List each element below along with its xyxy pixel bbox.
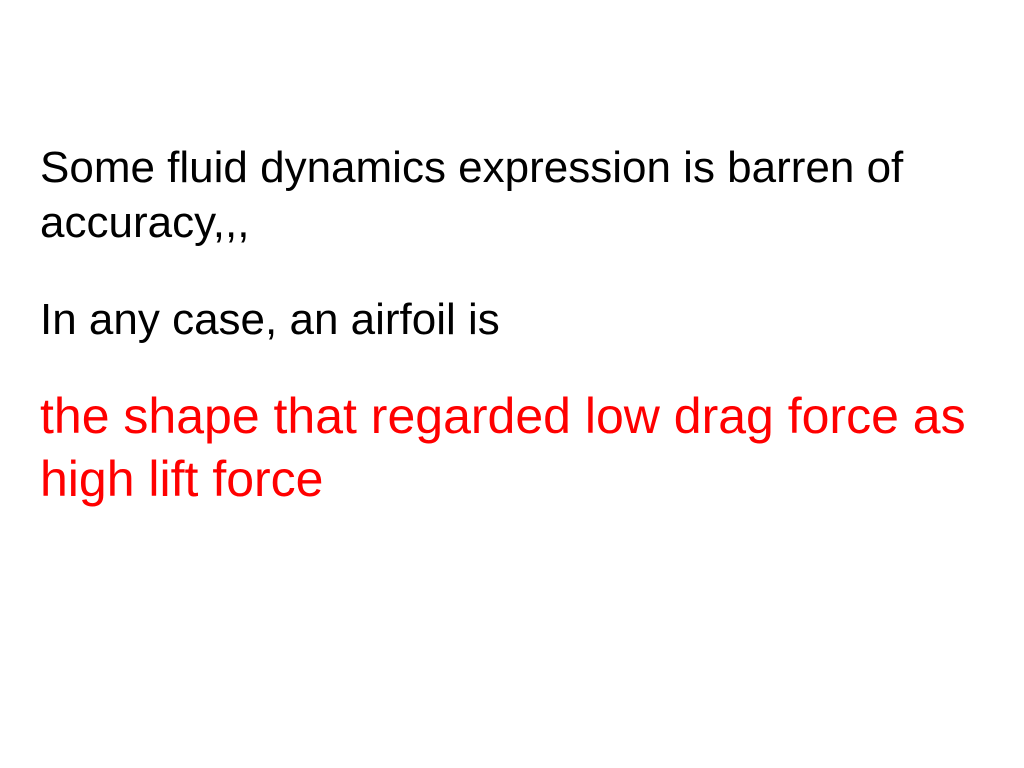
paragraph-fluid-dynamics: Some fluid dynamics expression is barren… <box>40 140 984 250</box>
paragraph-airfoil-definition: the shape that regarded low drag force a… <box>40 385 984 510</box>
paragraph-airfoil-intro: In any case, an airfoil is <box>40 292 984 347</box>
